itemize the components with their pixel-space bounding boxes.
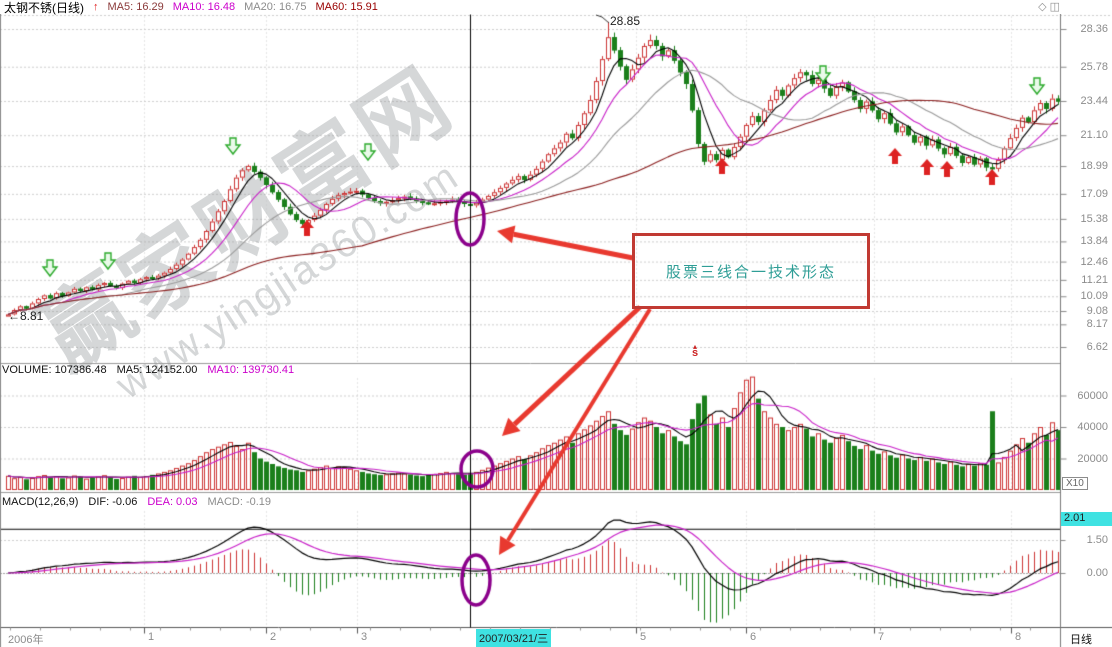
ma20-value: MA20: 16.75 [244,1,307,13]
price-axis-label: 11.21 [1081,273,1108,286]
ma10-value: MA10: 16.48 [172,1,236,13]
macd-axis-label: 0.00 [1086,567,1108,579]
price-axis-label: 28.36 [1080,23,1108,35]
annotation-box: 股票三线合一技术形态 [632,233,870,309]
x-axis-month-label: 1 [148,631,155,643]
ma60-value: MA60: 15.91 [315,1,378,13]
date-axis[interactable]: 2006年 2007/03/21/三 日线 [0,628,1112,647]
macd-name: MACD(12,26,9) [2,496,79,508]
split-window-icon[interactable]: ◫ [1049,1,1060,13]
price-axis-label: 18.99 [1080,160,1108,173]
peak-price-label: 28.85 [610,14,641,28]
first-low-label: ←8.81 [8,309,44,323]
volume-value: VOLUME: 107386.48 [2,364,107,376]
price-axis-label: 6.62 [1086,341,1108,353]
split-marker-arrow-icon: ▴ [692,342,697,351]
annotation-text: 股票三线合一技术形态 [665,263,836,281]
price-axis-label: 17.09 [1080,187,1108,200]
stock-title: 太钢不锈(日线) [4,0,84,15]
price-axis-label: 9.08 [1086,305,1108,318]
macd-value: MACD: -0.19 [207,496,272,508]
volume-ma10-value: MA10: 139730.41 [207,364,295,376]
price-axis-label: 21.10 [1080,129,1108,142]
x-axis-month-label: 6 [750,631,757,643]
volume-ma5-value: MA5: 124152.00 [116,364,198,376]
split-marker: ▴ s [688,342,702,359]
diamond-icon[interactable]: ◇ [1038,1,1047,13]
price-axis-label: 8.17 [1086,318,1108,331]
macd-current-value-tag: 2.01 [1061,512,1112,526]
volume-axis-label: 40000 [1077,421,1108,433]
chart-header: 太钢不锈(日线) ↑ MA5: 16.29 MA10: 16.48 MA20: … [0,0,1064,15]
trend-up-icon: ↑ [93,1,99,13]
left-arrow-icon: ← [8,309,20,323]
price-axis-label: 12.46 [1080,255,1108,268]
volume-axis-label: 60000 [1077,389,1108,402]
x-axis-month-label: 2 [270,631,277,643]
volume-panel-header: VOLUME: 107386.48 MA5: 124152.00 MA10: 1… [2,363,702,377]
dea-value: DEA: 0.03 [147,496,198,508]
price-axis-label: 15.38 [1080,212,1108,225]
price-axis-label: 25.78 [1080,60,1108,73]
volume-axis-label: 20000 [1077,452,1108,465]
x-axis-month-label: 3 [361,631,368,643]
x-axis-month-label: 5 [640,631,647,643]
ma5-value: MA5: 16.29 [107,1,164,13]
price-axis-label: 23.44 [1080,94,1108,107]
period-label: 日线 [1070,634,1092,646]
price-axis-label: 10.09 [1080,290,1108,303]
macd-panel-header: MACD(12,26,9) DIF: -0.06 DEA: 0.03 MACD:… [2,495,702,509]
dif-value: DIF: -0.06 [88,496,138,508]
x-axis-month-label: 7 [878,631,885,643]
x-axis-year-label: 2006年 [8,634,44,646]
x-axis-month-label: 8 [1015,631,1022,643]
macd-axis-label: 1.50 [1086,534,1108,546]
selected-date-tag: 2007/03/21/三 [476,629,552,647]
volume-unit-label: X10 [1062,477,1088,490]
price-axis-label: 13.84 [1080,235,1108,248]
